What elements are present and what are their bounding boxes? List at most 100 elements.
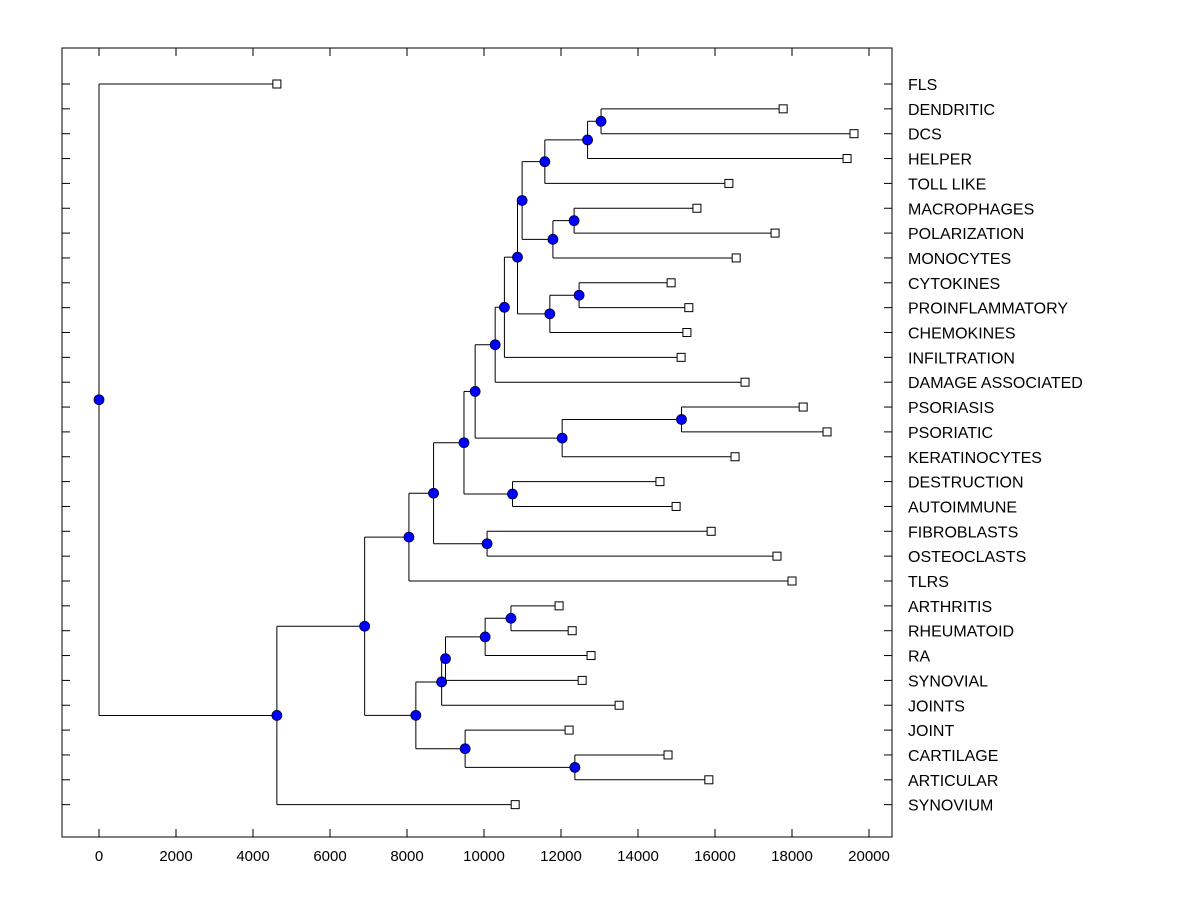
leaf-label: JOINTS <box>908 698 965 715</box>
leaf-marker <box>666 278 676 288</box>
cluster-node <box>436 676 448 688</box>
node-markers <box>93 115 687 773</box>
leaf-marker <box>770 228 780 238</box>
cluster-node <box>428 487 439 499</box>
leaf-marker <box>798 402 808 412</box>
cluster-node <box>481 538 493 550</box>
cluster-node <box>573 289 585 301</box>
cluster-node <box>507 488 518 500</box>
leaf-label: DENDRITIC <box>908 102 995 119</box>
leaf-label: RHEUMATOID <box>908 624 1014 641</box>
cluster-node <box>403 531 415 543</box>
cluster-node <box>410 709 422 721</box>
leaf-label: PSORIATIC <box>908 425 993 442</box>
x-tick-label: 8000 <box>390 848 423 865</box>
leaf-marker <box>614 700 624 710</box>
leaf-label: FLS <box>908 77 937 94</box>
leaf-marker <box>564 725 574 735</box>
leaf-label: AUTOIMMUNE <box>908 499 1017 516</box>
x-tick-label: 0 <box>95 848 103 865</box>
dendrogram-links <box>98 83 854 806</box>
leaf-marker <box>730 452 740 462</box>
x-tick-label: 20000 <box>848 848 890 865</box>
cluster-node <box>556 432 568 444</box>
x-tick-label: 12000 <box>540 848 582 865</box>
cluster-node <box>440 653 451 665</box>
leaf-marker <box>772 551 782 561</box>
leaf-marker <box>684 303 694 313</box>
leaf-label: CYTOKINES <box>908 276 1000 293</box>
leaf-labels: FLS DENDRITIC DCS HELPER TOLL LIKE MACROPHAGE… <box>908 77 1083 815</box>
x-tick-label: 18000 <box>771 848 813 865</box>
x-tick-label: 4000 <box>236 848 269 865</box>
leaf-marker <box>655 477 665 487</box>
leaf-label: MACROPHAGES <box>908 201 1034 218</box>
leaf-label: TOLL LIKE <box>908 176 986 193</box>
leaf-marker <box>676 352 686 362</box>
leaf-marker <box>706 526 716 536</box>
leaf-label: ARTICULAR <box>908 773 998 790</box>
cluster-node <box>544 308 556 320</box>
cluster-node <box>539 156 551 168</box>
x-tick-label: 16000 <box>694 848 736 865</box>
leaf-label: SYNOVIUM <box>908 798 993 815</box>
leaf-marker <box>567 626 577 636</box>
leaf-marker <box>822 427 832 437</box>
plot-frame <box>61 47 893 838</box>
leaf-marker <box>510 800 520 810</box>
leaf-label: DAMAGE ASSOCIATED <box>908 375 1083 392</box>
x-tick-label: 14000 <box>617 848 659 865</box>
cluster-node <box>595 115 607 127</box>
x-axis: 0 2000 4000 6000 8000 10000 12000 14000 16000 180… <box>95 48 890 865</box>
leaf-label: PSORIASIS <box>908 400 994 417</box>
cluster-node <box>359 620 371 632</box>
leaf-marker <box>671 501 681 511</box>
leaf-label: DESTRUCTION <box>908 475 1024 492</box>
leaf-label: ARTHRITIS <box>908 599 992 616</box>
leaf-marker <box>586 651 596 661</box>
x-tick-label: 6000 <box>313 848 346 865</box>
cluster-node <box>469 386 481 397</box>
cluster-node <box>459 743 471 755</box>
y-axis <box>62 83 892 806</box>
leaf-label: MONOCYTES <box>908 251 1011 268</box>
leaf-marker <box>554 601 564 611</box>
cluster-node <box>516 195 528 206</box>
cluster-node <box>676 414 687 425</box>
leaf-marker <box>663 750 673 760</box>
leaf-label: TLRS <box>908 574 949 591</box>
leaf-label: JOINT <box>908 723 954 740</box>
leaf-markers <box>272 79 859 810</box>
cluster-node <box>489 339 501 351</box>
leaf-label: HELPER <box>908 152 972 169</box>
leaf-label: KERATINOCYTES <box>908 450 1042 467</box>
leaf-marker <box>704 775 714 785</box>
leaf-marker <box>787 576 797 586</box>
leaf-label: OSTEOCLASTS <box>908 549 1026 566</box>
leaf-marker <box>272 79 282 89</box>
cluster-node <box>582 134 593 146</box>
cluster-node <box>505 612 517 624</box>
x-tick-label: 2000 <box>159 848 192 865</box>
cluster-node <box>479 631 491 643</box>
cluster-node <box>499 301 510 313</box>
leaf-marker <box>731 253 741 263</box>
cluster-node <box>458 437 470 449</box>
cluster-node <box>568 215 580 227</box>
cluster-node <box>512 251 523 263</box>
leaf-marker <box>849 129 859 139</box>
leaf-label: INFILTRATION <box>908 350 1015 367</box>
leaf-label: PROINFLAMMATORY <box>908 301 1068 318</box>
leaf-marker <box>682 328 692 337</box>
leaf-label: FIBROBLASTS <box>908 524 1018 541</box>
cluster-node <box>93 394 105 406</box>
x-tick-label: 10000 <box>463 848 505 865</box>
cluster-node <box>271 710 283 721</box>
leaf-label: DCS <box>908 127 942 144</box>
cluster-node <box>547 233 559 245</box>
leaf-marker <box>692 203 702 213</box>
leaf-label: CHEMOKINES <box>908 326 1016 343</box>
leaf-label: POLARIZATION <box>908 226 1024 243</box>
leaf-marker <box>778 104 788 114</box>
